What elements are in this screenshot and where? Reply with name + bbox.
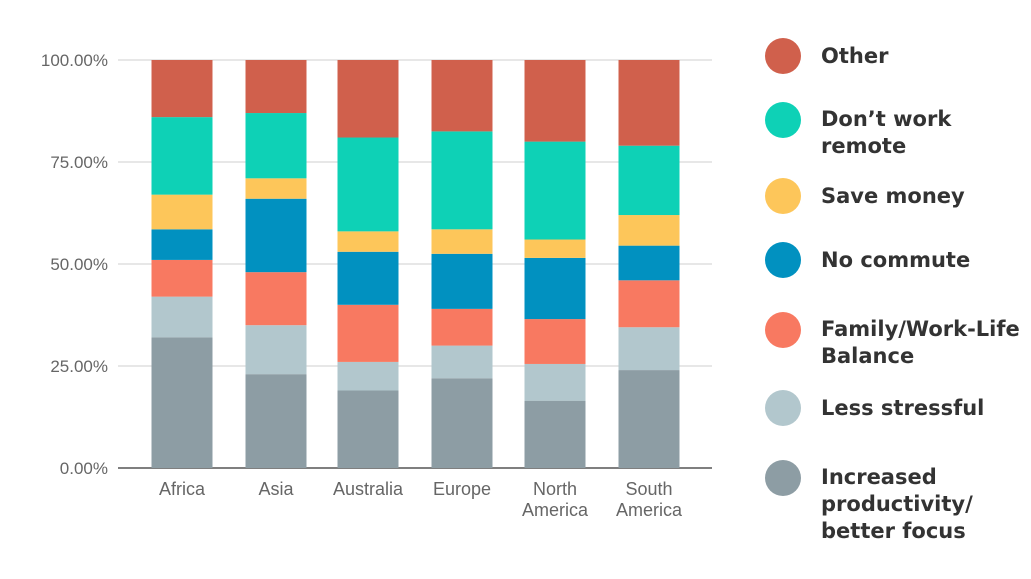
bar-segment bbox=[618, 145, 680, 216]
y-tick-label: 0.00% bbox=[60, 459, 108, 478]
bar-segment bbox=[151, 60, 213, 118]
bar-segment bbox=[618, 280, 680, 328]
bar-segment bbox=[524, 60, 586, 142]
legend-entry: No commute bbox=[765, 242, 970, 278]
legend-label: Family/Work-Life Balance bbox=[821, 317, 1020, 368]
bar-stack bbox=[337, 60, 399, 468]
bar-segment bbox=[337, 361, 399, 391]
bar-segment bbox=[245, 178, 307, 199]
bar-segment bbox=[337, 60, 399, 138]
bar-segment bbox=[245, 325, 307, 375]
legend-swatch bbox=[765, 102, 801, 138]
legend-swatch bbox=[765, 312, 801, 348]
y-tick-label: 50.00% bbox=[50, 255, 108, 274]
bar-segment bbox=[431, 378, 493, 468]
bar-stack bbox=[431, 60, 493, 468]
bar-segment bbox=[618, 370, 680, 468]
bar-stack bbox=[524, 60, 586, 468]
bar-segment bbox=[245, 374, 307, 468]
legend-entry: Increased productivity/better focus bbox=[765, 460, 973, 543]
bar-segment bbox=[618, 245, 680, 281]
legend-label: Other bbox=[821, 44, 889, 68]
legend-entry: Save money bbox=[765, 178, 965, 214]
bar-segment bbox=[524, 400, 586, 468]
bar-segment bbox=[337, 231, 399, 252]
bar-segment bbox=[524, 257, 586, 320]
legend-entry: Other bbox=[765, 38, 889, 74]
y-axis: 0.00% 25.00% 50.00% 75.00% 100.00% bbox=[41, 51, 108, 478]
bar-stack bbox=[618, 60, 680, 468]
gridlines bbox=[118, 59, 712, 469]
y-tick-label: 25.00% bbox=[50, 357, 108, 376]
bar-segment bbox=[431, 229, 493, 254]
x-axis: Africa Asia Australia Europe North America Sou… bbox=[159, 479, 683, 520]
y-tick-label: 75.00% bbox=[50, 153, 108, 172]
legend-swatch bbox=[765, 178, 801, 214]
bar-segment bbox=[245, 272, 307, 326]
legend-label: Increased productivity/better focus bbox=[821, 465, 973, 543]
bar-stack bbox=[245, 60, 307, 468]
bar-segment bbox=[431, 308, 493, 346]
bar-segment bbox=[524, 363, 586, 401]
bar-segment bbox=[431, 345, 493, 379]
x-tick-label: Europe bbox=[433, 479, 491, 499]
x-tick-label: South America bbox=[616, 479, 683, 520]
bar-segment bbox=[337, 251, 399, 305]
bar-segment bbox=[151, 229, 213, 260]
x-tick-label: Asia bbox=[258, 479, 294, 499]
bar-stack bbox=[151, 60, 213, 468]
legend-swatch bbox=[765, 242, 801, 278]
bar-segment bbox=[337, 390, 399, 468]
bar-segment bbox=[618, 215, 680, 246]
bar-segment bbox=[337, 137, 399, 232]
bar-segment bbox=[151, 117, 213, 195]
bar-segment bbox=[524, 319, 586, 364]
x-tick-label: Africa bbox=[159, 479, 206, 499]
legend-label: Don’t work remote bbox=[821, 107, 952, 158]
legend-entry: Less stressful bbox=[765, 390, 984, 426]
x-tick-label: Australia bbox=[333, 479, 404, 499]
bar-segment bbox=[245, 198, 307, 273]
bar-segment bbox=[524, 239, 586, 258]
legend-swatch bbox=[765, 390, 801, 426]
x-tick-label: North America bbox=[522, 479, 589, 520]
bar-segment bbox=[618, 60, 680, 146]
bar-segment bbox=[245, 60, 307, 114]
bar-segment bbox=[431, 60, 493, 132]
bar-segment bbox=[618, 327, 680, 371]
bar-segment bbox=[151, 259, 213, 297]
bar-segment bbox=[524, 141, 586, 240]
legend-entry: Don’t work remote bbox=[765, 102, 952, 158]
legend-label: No commute bbox=[821, 248, 970, 272]
bar-segment bbox=[151, 296, 213, 338]
bar-segment bbox=[245, 113, 307, 179]
legend-label: Less stressful bbox=[821, 396, 984, 420]
bar-segment bbox=[431, 253, 493, 309]
legend-label: Save money bbox=[821, 184, 965, 208]
legend-swatch bbox=[765, 460, 801, 496]
bar-segment bbox=[337, 304, 399, 362]
bar-segment bbox=[151, 194, 213, 230]
bar-segment bbox=[431, 131, 493, 230]
legend-entry: Family/Work-Life Balance bbox=[765, 312, 1020, 368]
y-tick-label: 100.00% bbox=[41, 51, 108, 70]
legend: Other Don’t work remote Save money No commut… bbox=[765, 38, 1020, 543]
bar-segment bbox=[151, 337, 213, 468]
legend-swatch bbox=[765, 38, 801, 74]
bars bbox=[151, 60, 680, 468]
